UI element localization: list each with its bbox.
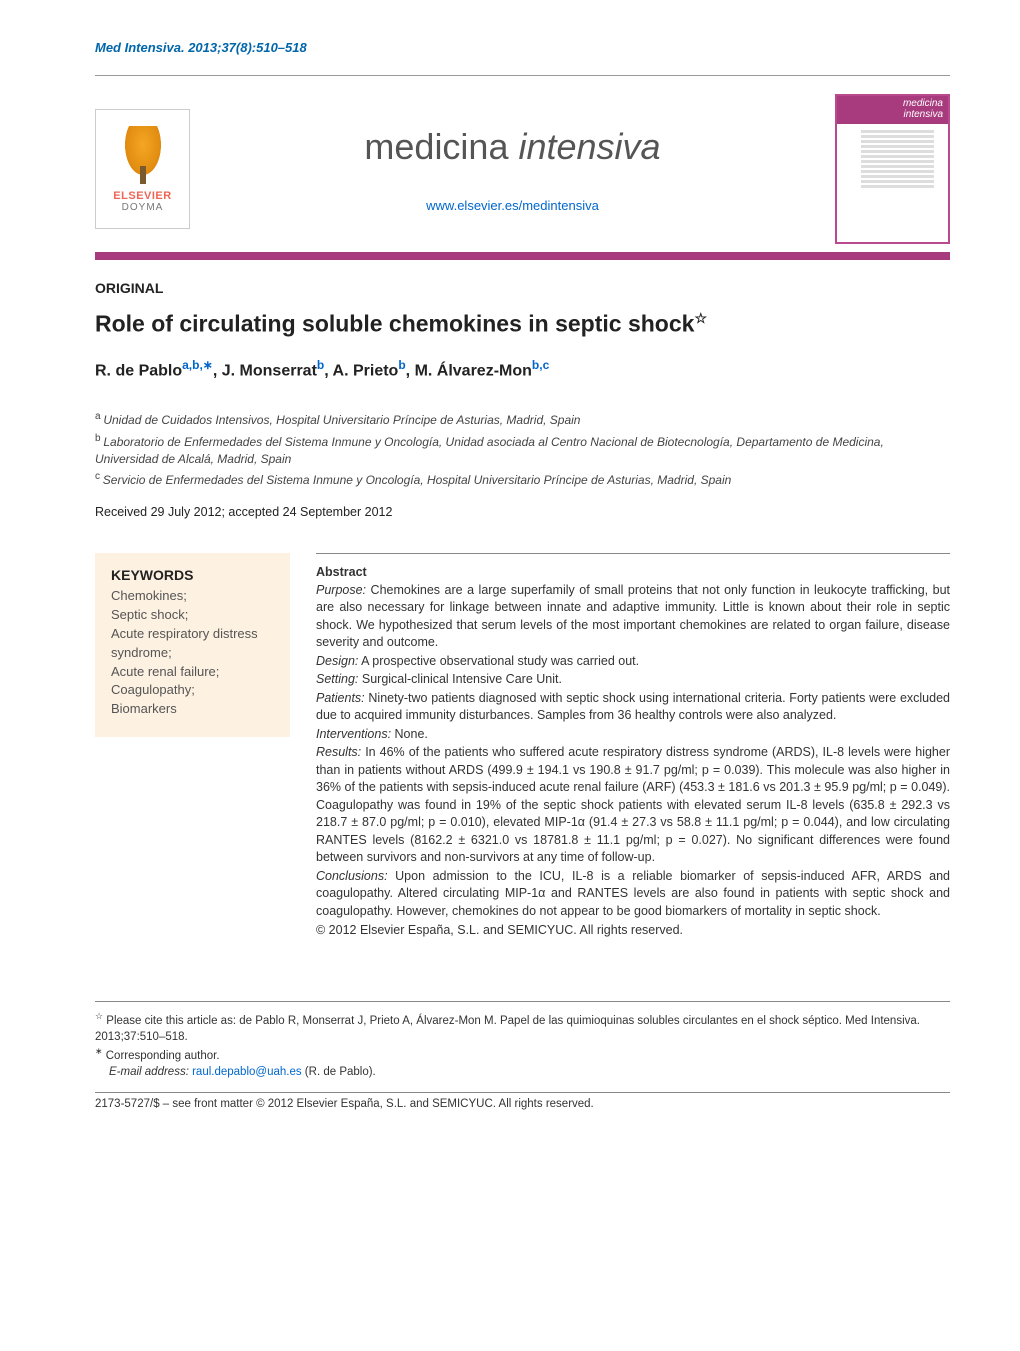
affiliations-block: a Unidad de Cuidados Intensivos, Hospita… — [95, 410, 950, 489]
keyword-item: Acute renal failure; — [111, 663, 274, 682]
journal-title-block: medicina intensiva www.elsevier.es/medin… — [210, 126, 815, 213]
footnote-marker-asterisk: ∗ — [95, 1046, 103, 1056]
keyword-item: Septic shock; — [111, 606, 274, 625]
keyword-item: Acute respiratory distress syndrome; — [111, 625, 274, 663]
affiliation-marker: c — [95, 471, 103, 482]
author-affil-marker: a,b,∗ — [182, 358, 213, 372]
elsevier-tree-icon — [122, 126, 164, 180]
abstract-section: Interventions: None. — [316, 726, 950, 744]
footnotes-block: ☆ Please cite this article as: de Pablo … — [95, 1001, 950, 1080]
abstract-section: Conclusions: Upon admission to the ICU, … — [316, 868, 950, 921]
publisher-name: ELSEVIER — [113, 190, 171, 202]
publisher-subname: DOYMA — [122, 202, 164, 213]
cover-body — [837, 124, 948, 194]
title-text: Role of circulating soluble chemokines i… — [95, 311, 694, 337]
affiliation-marker: a — [95, 411, 103, 422]
abstract-section: Purpose: Chemokines are a large superfam… — [316, 582, 950, 652]
email-label: E-mail address: — [109, 1066, 192, 1078]
footnote-marker-star: ☆ — [95, 1011, 103, 1021]
corresponding-email-link[interactable]: raul.depablo@uah.es — [192, 1066, 302, 1078]
abstract-section-label: Design: — [316, 654, 358, 668]
footnote-corresponding: ∗ Corresponding author. — [95, 1045, 950, 1064]
title-footnote-marker: ☆ — [694, 310, 707, 326]
keyword-item: Biomarkers — [111, 700, 274, 719]
received-accepted: Received 29 July 2012; accepted 24 Septe… — [95, 505, 950, 519]
abstract-section-label: Patients: — [316, 691, 365, 705]
footnote-email-line: E-mail address: raul.depablo@uah.es (R. … — [95, 1064, 950, 1080]
keyword-item: Coagulopathy; — [111, 681, 274, 700]
accent-bar — [95, 252, 950, 260]
abstract-section: Setting: Surgical-clinical Intensive Car… — [316, 671, 950, 689]
abstract-section-label: Purpose: — [316, 583, 366, 597]
abstract-section-label: Results: — [316, 745, 361, 759]
affiliation: b Laboratorio de Enfermedades del Sistem… — [95, 432, 950, 468]
journal-name-italic: intensiva — [518, 126, 660, 167]
abstract-section-label: Conclusions: — [316, 869, 388, 883]
keywords-box: KEYWORDS Chemokines;Septic shock;Acute r… — [95, 553, 290, 737]
footer-copyright: 2173-5727/$ – see front matter © 2012 El… — [95, 1092, 950, 1110]
footnote-citation-text: Please cite this article as: de Pablo R,… — [95, 1015, 920, 1043]
abstract-section-label: Interventions: — [316, 727, 391, 741]
abstract-body: Purpose: Chemokines are a large superfam… — [316, 582, 950, 921]
footnote-citation: ☆ Please cite this article as: de Pablo … — [95, 1010, 950, 1045]
journal-name: medicina intensiva — [210, 126, 815, 168]
footnote-corresponding-text: Corresponding author. — [103, 1050, 220, 1062]
cover-title: medicinaintensiva — [837, 96, 948, 124]
header-citation: Med Intensiva. 2013;37(8):510–518 — [95, 40, 950, 55]
abstract-column: Abstract Purpose: Chemokines are a large… — [316, 553, 950, 941]
abstract-section-label: Setting: — [316, 672, 358, 686]
publisher-logo: ELSEVIER DOYMA — [95, 109, 190, 229]
keyword-item: Chemokines; — [111, 587, 274, 606]
keywords-heading: KEYWORDS — [111, 567, 274, 583]
journal-url-link[interactable]: www.elsevier.es/medintensiva — [210, 198, 815, 213]
affiliation: a Unidad de Cuidados Intensivos, Hospita… — [95, 410, 950, 429]
abstract-copyright: © 2012 Elsevier España, S.L. and SEMICYU… — [316, 922, 950, 940]
journal-cover-thumbnail: medicinaintensiva — [835, 94, 950, 244]
email-tail: (R. de Pablo). — [302, 1066, 376, 1078]
abstract-section: Results: In 46% of the patients who suff… — [316, 744, 950, 867]
abstract-heading: Abstract — [316, 564, 950, 582]
author-affil-marker: b,c — [532, 358, 549, 372]
article-title: Role of circulating soluble chemokines i… — [95, 310, 950, 338]
affiliation-marker: b — [95, 433, 103, 444]
keywords-abstract-row: KEYWORDS Chemokines;Septic shock;Acute r… — [95, 553, 950, 941]
affiliation: c Servicio de Enfermedades del Sistema I… — [95, 470, 950, 489]
author-affil-marker: b — [317, 358, 324, 372]
divider — [95, 75, 950, 76]
abstract-section: Design: A prospective observational stud… — [316, 653, 950, 671]
article-type: ORIGINAL — [95, 280, 950, 296]
authors-line: R. de Pabloa,b,∗, J. Monserratb, A. Prie… — [95, 358, 950, 380]
masthead: ELSEVIER DOYMA medicina intensiva www.el… — [95, 94, 950, 244]
journal-name-plain: medicina — [364, 126, 518, 167]
author-affil-marker: b — [398, 358, 405, 372]
abstract-section: Patients: Ninety-two patients diagnosed … — [316, 690, 950, 725]
keywords-list: Chemokines;Septic shock;Acute respirator… — [111, 587, 274, 719]
